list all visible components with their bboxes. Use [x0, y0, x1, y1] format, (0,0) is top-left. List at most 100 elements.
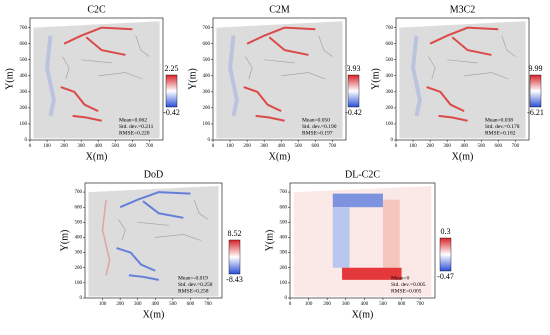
heat-feature [101, 199, 111, 276]
x-tick-label: 500 [169, 302, 177, 307]
field [399, 21, 526, 139]
heat-feature [62, 56, 70, 80]
colorbar [165, 74, 178, 108]
heat-feature [426, 86, 465, 113]
y-tick-label: 700 [386, 26, 394, 31]
y-tick-label: 300 [203, 90, 211, 95]
y-tick-label: 0 [285, 296, 288, 301]
y-tick-label: 500 [280, 220, 288, 225]
panel: 0 100 200 300 400 500 600 700 0 100 200 300 400 500 60… [4, 4, 180, 162]
x-tick-label: 0 [212, 144, 215, 149]
heat-feature [255, 114, 285, 122]
x-tick-label: 500 [379, 302, 387, 307]
colorbar-min-label: -0.47 [437, 272, 454, 281]
x-axis-label: X(m) [143, 309, 165, 320]
x-tick-label: 500 [295, 144, 303, 149]
x-tick-label: 600 [312, 144, 320, 149]
y-tick-label: 200 [280, 266, 288, 271]
heat-feature [135, 35, 150, 57]
heat-feature [119, 191, 191, 209]
x-tick-label: 600 [495, 144, 503, 149]
x-tick-label: 500 [478, 144, 486, 149]
colorbar-min-label: -0.42 [163, 108, 180, 117]
x-tick-label: 200 [60, 144, 68, 149]
y-axis-label: Y(m) [264, 230, 275, 252]
x-tick-label: 500 [112, 144, 120, 149]
y-tick-label: 200 [20, 106, 28, 111]
y-tick-label: 300 [20, 90, 28, 95]
x-tick-label: 400 [152, 302, 160, 307]
stat-annotation: Mean=0 [391, 275, 410, 281]
x-tick-label: 700 [204, 302, 212, 307]
y-tick-label: 400 [280, 236, 288, 241]
colorbar [347, 74, 360, 108]
y-tick-label: 100 [203, 122, 211, 127]
stat-annotation: Std. dev.=0.178 [485, 124, 520, 130]
heat-feature [243, 86, 282, 113]
heat-feature [60, 86, 99, 113]
x-tick-label: 300 [77, 144, 85, 149]
heat-feature [63, 26, 133, 45]
plot-frame [395, 17, 530, 141]
stat-annotation: Mean=-0.019 [178, 275, 208, 281]
x-tick-label: 0 [395, 144, 398, 149]
y-tick-label: 200 [203, 106, 211, 111]
chart-title: DL-C2C [345, 169, 380, 180]
colorbar-min-label: -0.42 [345, 108, 362, 117]
x-tick-label: 600 [129, 144, 137, 149]
heat-feature [81, 59, 112, 64]
heat-feature [438, 114, 468, 122]
y-axis-label: Y(m) [4, 68, 15, 90]
y-tick-label: 600 [75, 205, 83, 210]
x-tick-label: 300 [342, 302, 350, 307]
x-tick-label: 700 [146, 144, 154, 149]
x-tick-label: 100 [226, 144, 234, 149]
x-axis-label: X(m) [269, 151, 291, 162]
stat-annotation: RMSE=0.258 [178, 288, 209, 294]
x-tick-label: 400 [277, 144, 285, 149]
plot-frame [29, 17, 164, 141]
heat-feature [116, 247, 156, 272]
x-axis-label: X(m) [86, 151, 108, 162]
heat-feature [118, 219, 126, 241]
heat-feature [318, 35, 333, 57]
plot-frame [84, 182, 223, 299]
y-tick-label: 700 [203, 26, 211, 31]
y-tick-label: 300 [386, 90, 394, 95]
y-tick-label: 700 [75, 190, 83, 195]
heat-feature [429, 26, 499, 45]
y-tick-label: 100 [280, 281, 288, 286]
y-tick-label: 0 [25, 138, 28, 143]
heat-feature [193, 199, 209, 220]
stat-annotation: RMSE=0.182 [485, 130, 516, 136]
heat-feature [85, 36, 126, 56]
x-tick-label: 400 [94, 144, 102, 149]
y-axis-label: Y(m) [187, 68, 198, 90]
y-tick-label: 500 [203, 58, 211, 63]
colorbar-max-label: 3.93 [347, 64, 361, 73]
y-axis-label: Y(m) [59, 230, 70, 252]
x-tick-label: 700 [416, 302, 424, 307]
colorbar [439, 237, 452, 272]
colorbar-min-label: -8.43 [226, 275, 243, 284]
field [216, 21, 343, 139]
field [33, 21, 160, 139]
y-tick-label: 200 [75, 266, 83, 271]
y-tick-label: 500 [20, 58, 28, 63]
x-tick-label: 600 [398, 302, 406, 307]
heat-feature [501, 35, 516, 57]
x-tick-label: 200 [243, 144, 251, 149]
heat-feature [155, 234, 202, 241]
heat-feature [245, 56, 253, 80]
x-tick-label: 700 [512, 144, 520, 149]
stat-annotation: Std. dev.=0.258 [178, 282, 213, 288]
y-tick-label: 400 [75, 236, 83, 241]
heat-region [342, 267, 402, 280]
x-tick-label: 100 [99, 302, 107, 307]
y-tick-label: 300 [75, 251, 83, 256]
heat-feature [264, 59, 295, 64]
colorbar-min-label: -6.21 [527, 108, 544, 117]
colorbar-max-label: 8.52 [228, 229, 242, 238]
y-tick-label: 200 [386, 106, 394, 111]
y-tick-label: 400 [203, 74, 211, 79]
